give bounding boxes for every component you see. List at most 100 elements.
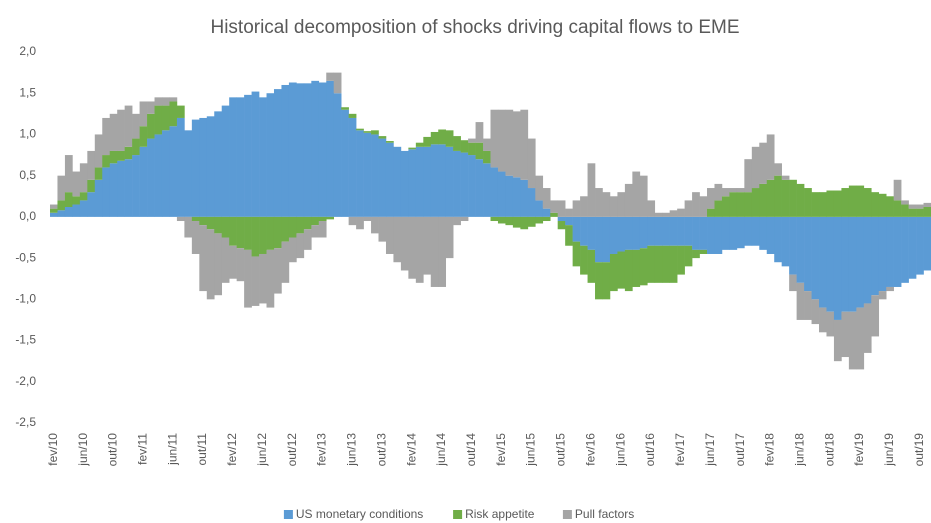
bar-segment (833, 319, 842, 362)
bar-segment (72, 204, 81, 217)
bar-segment (841, 188, 850, 217)
bar-segment (535, 175, 544, 201)
bar-segment (139, 101, 148, 127)
bar-segment (273, 216, 282, 249)
bar-segment (901, 200, 909, 205)
bar-segment (385, 216, 394, 254)
bar-segment (318, 216, 327, 222)
bar-segment (191, 216, 200, 222)
bar-segment (871, 295, 880, 337)
x-tick-label: fev/15 (494, 433, 508, 466)
bar-segment (669, 216, 678, 246)
bar-segment (169, 101, 178, 127)
bar-segment (908, 204, 917, 209)
bar-segment (804, 216, 812, 292)
bar-segment (826, 216, 835, 312)
bar-segment (811, 216, 820, 300)
bar-segment (221, 216, 230, 238)
bar-segment (804, 291, 812, 320)
x-tick-label: jun/10 (76, 433, 90, 467)
bar-segment (863, 303, 872, 353)
y-tick-label: 1,0 (19, 127, 36, 141)
bar-segment (483, 150, 491, 164)
bar-segment (266, 249, 275, 308)
bar-segment (781, 179, 790, 217)
bar-segment (759, 142, 768, 184)
x-tick-label: jun/15 (524, 433, 538, 467)
bar-segment (244, 249, 252, 308)
bar-segment (371, 216, 379, 234)
bar-segment (94, 167, 103, 180)
bar-segment (296, 83, 305, 217)
bar-segment (251, 91, 260, 217)
bar-segment (721, 196, 730, 217)
bar-segment (87, 192, 96, 217)
legend-label: US monetary conditions (296, 507, 423, 521)
bar-segment (430, 131, 439, 145)
chart-title: Historical decomposition of shocks drivi… (210, 17, 739, 38)
bar-segment (251, 256, 260, 306)
bar-segment (908, 208, 917, 217)
y-tick-label: 0,0 (19, 209, 36, 223)
bar-segment (453, 136, 461, 151)
bar-segment (57, 210, 66, 217)
bar-segment (923, 206, 931, 217)
bar-segment (744, 192, 753, 217)
bar-segment (124, 105, 133, 147)
bar-segment (796, 282, 805, 320)
bar-segment (505, 109, 514, 176)
bar-segment (169, 126, 178, 217)
bar-segment (714, 216, 723, 254)
bar-segment (759, 216, 768, 250)
bar-segment (117, 109, 125, 151)
bar-segment (572, 241, 581, 267)
bar-segment (303, 216, 312, 230)
bar-segment (774, 163, 782, 176)
bar-segment (654, 212, 663, 217)
bar-segment (348, 117, 357, 217)
bar-segment (826, 311, 835, 337)
bar-segment (535, 216, 544, 224)
bar-segment (161, 105, 170, 131)
bar-segment (318, 82, 327, 217)
bar-segment (901, 204, 909, 217)
bar-segment (139, 146, 148, 217)
x-tick-label: fev/17 (673, 433, 687, 466)
bar-segment (893, 200, 902, 217)
bar-segment (296, 216, 305, 234)
x-tick-label: fev/12 (225, 433, 239, 466)
bar-segment (766, 179, 775, 217)
bar-segment (176, 216, 185, 222)
bar-segment (445, 130, 454, 147)
bar-segment (132, 155, 140, 217)
bar-segment (669, 210, 678, 217)
bar-segment (535, 200, 544, 217)
bar-segment (378, 216, 387, 242)
bar-segment (647, 216, 656, 246)
bar-segment (856, 185, 865, 217)
bar-segment (147, 101, 155, 114)
bar-segment (296, 233, 305, 259)
bar-segment (609, 253, 618, 292)
bar-segment (617, 192, 626, 217)
bar-segment (781, 216, 790, 267)
bar-segment (759, 183, 768, 217)
bar-segment (460, 152, 469, 217)
bar-segment (774, 175, 782, 217)
bar-segment (789, 216, 797, 275)
bar-segment (206, 116, 215, 217)
bar-segment (833, 190, 842, 217)
bar-segment (789, 179, 797, 217)
bar-segment (677, 245, 685, 275)
bar-segment (132, 138, 140, 156)
bar-segment (811, 192, 820, 217)
bar-segment (303, 229, 312, 250)
bar-segment (550, 200, 558, 213)
bar-segment (415, 146, 424, 217)
bar-segment (79, 200, 88, 217)
bar-segment (176, 117, 185, 217)
bar-segment (796, 216, 805, 283)
bar-segment (699, 249, 708, 254)
bar-segment (363, 132, 372, 217)
bar-segment (169, 97, 178, 102)
